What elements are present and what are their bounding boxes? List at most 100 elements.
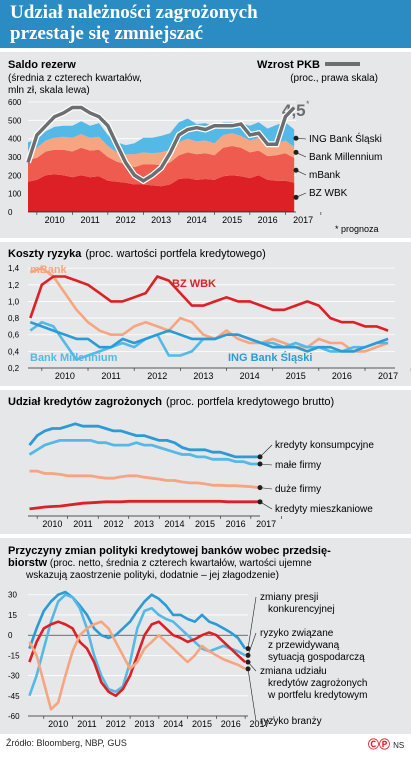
chart2-label-mbank: mBank (30, 264, 68, 276)
chart1-gdp-line (26, 105, 296, 183)
title-line-1: Udział należności zagrożonych (10, 2, 258, 23)
chart4-x-tick-label: 2017 (249, 719, 269, 729)
chart4-label-dot (245, 646, 251, 652)
chart2-y-tick-label: 0,4 (8, 347, 20, 356)
chart2-label-bzwbk: BZ WBK (172, 278, 216, 290)
chart4-title-2: biorstw (8, 557, 48, 569)
chart2-y-tick-label: 0,8 (8, 314, 20, 323)
chart4-line (28, 620, 246, 698)
chart4-line (28, 590, 247, 650)
chart1-series-label: Bank Millennium (309, 152, 382, 163)
header-banner: Udział należności zagrożonych przestaje … (0, 0, 411, 48)
chart4-x-tick-label: 2014 (163, 719, 183, 729)
chart4-y-tick-label: -45 (8, 692, 20, 701)
chart2-title: Koszty ryzyka (8, 248, 82, 260)
chart3-series-label: małe firmy (275, 460, 321, 471)
chart4-subtitle-3: wskazują zaostrzenie polityki, dodatnie … (25, 570, 279, 581)
chart2-x-tick-label: 2016 (332, 371, 352, 381)
chart1-y-tick-label: 300 (8, 153, 22, 162)
chart4-series-label: zmiany presji (260, 592, 318, 603)
chart3-label-leader (259, 487, 273, 490)
chart1-label-leader (295, 137, 307, 140)
chart1-y-tick-label: 200 (8, 171, 22, 180)
chart4-x-tick-label: 2012 (106, 719, 126, 729)
chart1-label-dot (293, 149, 299, 155)
chart4-heading-2: biorstw (proc. netto, średnia z czterech… (8, 557, 312, 569)
chart-udzial-kredytow: Udział kredytów zagrożonych (proc. portfe… (8, 396, 374, 529)
panel-udzial-kredytow: Udział kredytów zagrożonych (proc. portfe… (0, 390, 411, 534)
chart4-y-tick-label: -30 (8, 672, 20, 681)
chart2-x-tick-label: 2017 (378, 371, 398, 381)
chart1-x-tick-label: 2013 (151, 215, 171, 225)
chart1-x-tick-label: 2014 (187, 215, 207, 225)
panel-przyczyny-zmian: Przyczyny zmian polityki kredytowej bank… (0, 538, 411, 734)
chart1-x-tick-label: 2012 (116, 215, 136, 225)
chart2-y-tick-label: 0,2 (8, 364, 20, 373)
chart3-line-ma-e-firmy (28, 439, 259, 466)
chart3-heading: Udział kredytów zagrożonych (proc. portfe… (8, 396, 334, 408)
chart1-series-label: mBank (309, 170, 341, 181)
chart4-series-label: zmiana udziału (260, 666, 327, 677)
chart1-x-tick-label: 2017 (293, 215, 313, 225)
chart4-series-label: konkurencyjnej (268, 604, 335, 615)
chart4-label-leader (247, 661, 257, 672)
chart1-right-title: Wzrost PKB (257, 59, 320, 71)
chart3-line-kredyty-mieszkaniowe (29, 499, 259, 511)
chart-przyczyny-zmian: Przyczyny zmian polityki kredytowej bank… (8, 545, 368, 729)
panel-saldo-rezerw: Saldo rezerw (średnia z czterech kwartał… (0, 52, 411, 238)
chart2-x-tick-label: 2012 (147, 371, 167, 381)
chart3-x-tick-label: 2017 (256, 519, 276, 529)
chart4-title-1: Przyczyny zmian polityki kredytowej bank… (8, 545, 331, 557)
chart1-y-tick-label: 600 (8, 98, 22, 107)
chart1-label-leader (295, 152, 307, 158)
chart2-y-tick-label: 1,0 (8, 297, 20, 306)
chart4-series-label: w portfelu kredytowym (267, 690, 367, 701)
chart4-x-tick-label: 2013 (134, 719, 154, 729)
chart3-label-dot (257, 485, 263, 491)
chart2-x-tick-label: 2013 (193, 371, 213, 381)
chart4-y-tick-label: 30 (8, 591, 17, 600)
chart3-x-tick-label: 2012 (103, 519, 123, 529)
brand-suffix: NS (393, 741, 405, 750)
chart2-heading: Koszty ryzyka (proc. wartości portfela kr… (8, 248, 266, 260)
chart3-x-tick-label: 2014 (165, 519, 185, 529)
chart4-series-label: z przewidywaną (268, 640, 340, 651)
chart2-line-ing-bank-l-ski (29, 320, 389, 353)
chart4-series-label: kredytów zagrożonych (268, 678, 368, 689)
chart1-x-tick-label: 2016 (258, 215, 278, 225)
chart2-subtitle: (proc. wartości portfela kredytowego) (85, 248, 265, 260)
chart1-x-tick-label: 2010 (45, 215, 65, 225)
chart3-title: Udział kredytów zagrożonych (8, 396, 162, 408)
chart3-series-label: duże firmy (275, 484, 321, 495)
chart4-series-label: sytuacją gospodarczą (268, 652, 365, 663)
chart1-label-dot (293, 167, 299, 173)
chart4-label-leader (247, 668, 257, 722)
chart3-x-tick-label: 2016 (226, 519, 246, 529)
chart4-y-tick-label: 0 (8, 631, 13, 640)
chart4-y-tick-label: -60 (8, 712, 20, 721)
chart3-x-tick-label: 2010 (42, 519, 62, 529)
chart1-series-label: ING Bank Śląski (309, 132, 382, 145)
chart2-x-tick-label: 2010 (55, 371, 75, 381)
chart1-area-bz-wbk (28, 174, 295, 212)
chart1-annotation-mark: * (306, 99, 310, 109)
chart1-series-label: BZ WBK (309, 188, 348, 199)
chart4-x-tick-label: 2016 (221, 719, 241, 729)
chart3-label-leader (259, 463, 273, 466)
source-note: Źródło: Bloomberg, NBP, GUS (6, 738, 127, 748)
chart1-y-tick-label: 400 (8, 135, 22, 144)
chart1-right-subtitle: (proc., prawa skala) (290, 73, 378, 84)
chart4-subtitle-2: (proc. netto, średnia z czterech kwartał… (47, 558, 312, 569)
brand-logo: ⒸⓅ NS (368, 736, 404, 752)
chart1-y-tick-label: 500 (8, 116, 22, 125)
chart3-series-label: kredyty mieszkaniowe (275, 504, 373, 515)
chart3-x-tick-label: 2015 (195, 519, 215, 529)
chart4-y-tick-label: -15 (8, 651, 20, 660)
chart4-y-tick-label: 15 (8, 611, 17, 620)
chart1-y-tick-label: 100 (8, 190, 22, 199)
cp-copyright-icon: ⒸⓅ (368, 739, 390, 751)
chart4-label-leader (247, 596, 257, 649)
chart2-x-tick-label: 2011 (101, 371, 120, 381)
chart2-label-ing: ING Bank Śląski (228, 351, 312, 364)
chart4-line (28, 620, 246, 711)
